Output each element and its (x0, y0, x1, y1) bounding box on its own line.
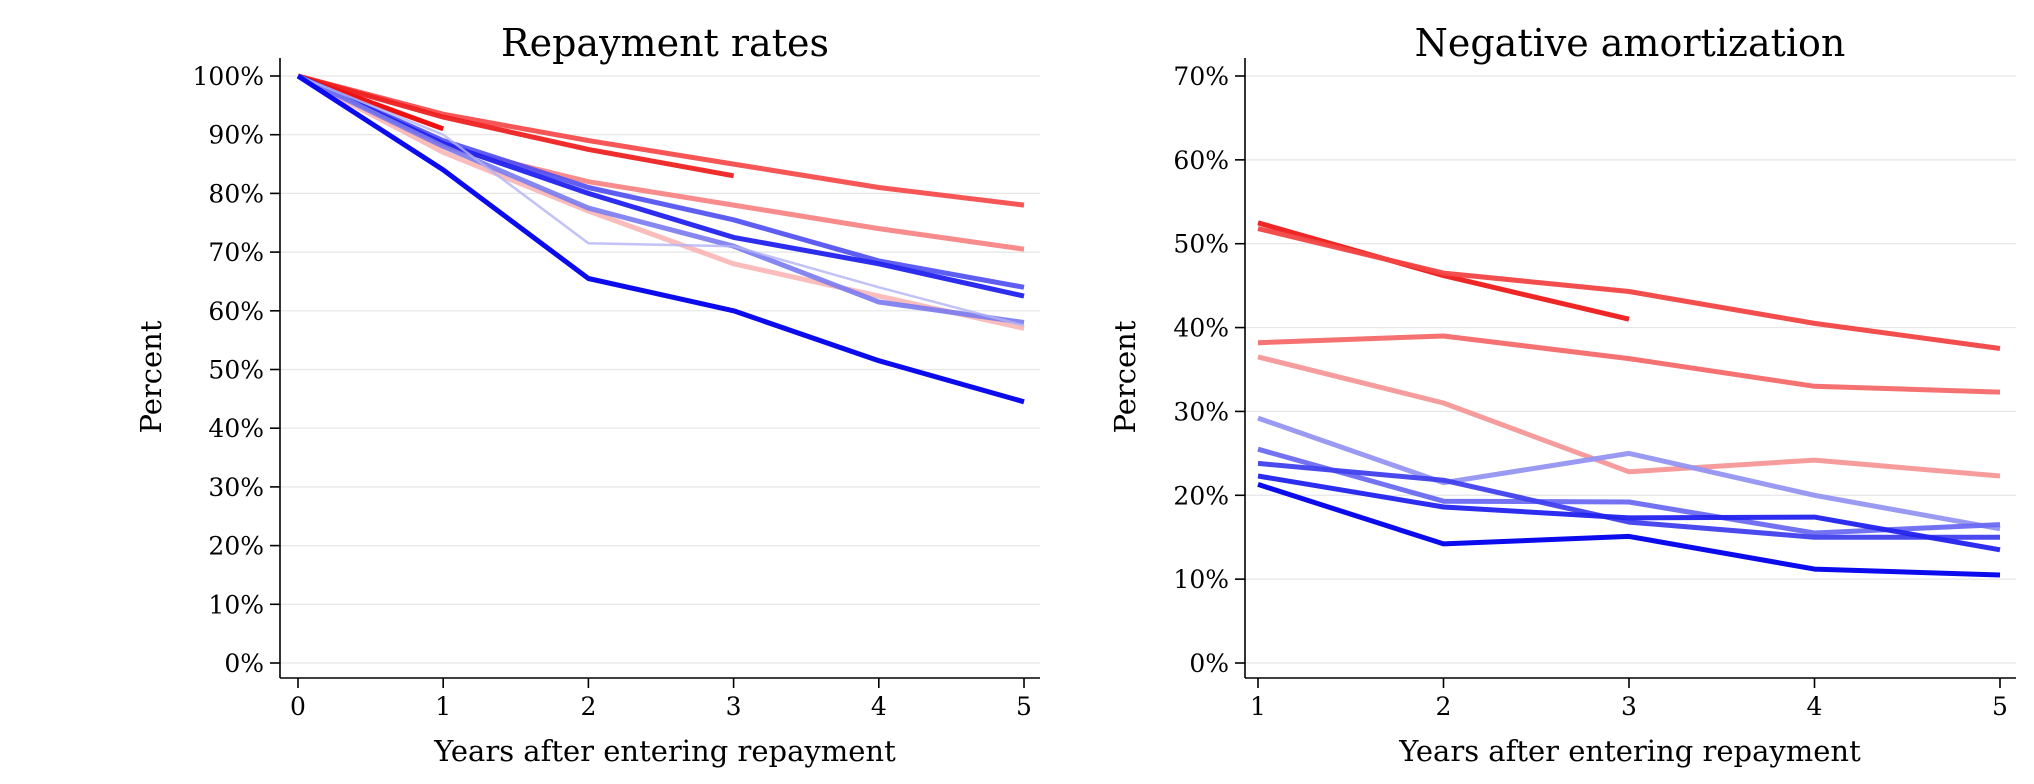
repayment-rates-x-tick-label: 5 (1016, 692, 1032, 721)
repayment-rates-title: Repayment rates (501, 21, 829, 65)
repayment-rates-y-tick-label: 80% (208, 179, 264, 208)
repayment-rates-y-tick-label: 0% (224, 649, 264, 678)
repayment-rates-x-tick-label: 4 (871, 692, 887, 721)
repayment-rates-series-line-8 (296, 73, 1025, 325)
repayment-rates-x-tick-label: 0 (290, 692, 306, 721)
repayment-rates-y-tick-label: 40% (208, 414, 264, 443)
repayment-rates-y-tick-label: 10% (208, 590, 264, 619)
negative-amortization-x-tick-label: 1 (1250, 692, 1266, 721)
negative-amortization-plot: 0% 10% 20% 30% 40% 50% 60% 70% 1 2 3 4 5 (1173, 58, 2016, 721)
negative-amortization-series-line-3 (1257, 333, 2001, 395)
repayment-rates-series-line-10 (296, 73, 1025, 405)
repayment-rates-y-axis-title: Percent (134, 320, 168, 433)
negative-amortization-y-axis-title: Percent (1108, 320, 1142, 433)
repayment-rates-series-line-3 (297, 73, 735, 179)
repayment-rates-y-tick-label: 30% (208, 473, 264, 502)
negative-amortization-y-tick-label: 70% (1173, 62, 1229, 91)
negative-amortization-y-tick-label: 10% (1173, 565, 1229, 594)
negative-amortization-panel: Negative amortization 0% 10% 20% 30% 40% 50% 6… (1108, 21, 2016, 768)
negative-amortization-series-line-4 (1257, 354, 2001, 479)
negative-amortization-series-line-2 (1257, 226, 2001, 351)
repayment-rates-y-tick-label: 20% (208, 532, 264, 561)
negative-amortization-series-line-7 (1257, 460, 2000, 540)
negative-amortization-series-line-8 (1257, 473, 2001, 553)
repayment-rates-y-tick-label: 100% (193, 62, 264, 91)
repayment-rates-series-line-9 (297, 74, 1025, 327)
negative-amortization-title: Negative amortization (1415, 21, 1846, 65)
negative-amortization-y-tick-label: 30% (1173, 397, 1229, 426)
repayment-rates-y-tick-label: 90% (208, 121, 264, 150)
negative-amortization-y-tick-label: 50% (1173, 230, 1229, 259)
negative-amortization-x-axis-title: Years after entering repayment (1398, 734, 1861, 768)
repayment-rates-x-tick-label: 1 (435, 692, 451, 721)
negative-amortization-x-tick-label: 4 (1807, 692, 1823, 721)
repayment-rates-x-tick-label: 3 (726, 692, 742, 721)
negative-amortization-x-tick-label: 5 (1992, 692, 2008, 721)
repayment-rates-y-tick-label: 60% (208, 297, 264, 326)
negative-amortization-x-tick-label: 3 (1621, 692, 1637, 721)
repayment-rates-series-line-5 (296, 73, 1025, 331)
negative-amortization-series-line-5 (1257, 415, 2001, 532)
repayment-rates-x-tick-label: 2 (580, 692, 596, 721)
negative-amortization-y-tick-label: 60% (1173, 146, 1229, 175)
negative-amortization-y-tick-label: 40% (1173, 314, 1229, 343)
negative-amortization-y-tick-label: 20% (1173, 481, 1229, 510)
repayment-rates-y-tick-label: 50% (208, 356, 264, 385)
repayment-rates-panel: Repayment rates 0% 10% 20% 30% 40% 50% 60% 70% 8… (134, 21, 1040, 768)
negative-amortization-x-tick-label: 2 (1436, 692, 1452, 721)
negative-amortization-series-line-9 (1257, 482, 2001, 578)
negative-amortization-y-tick-label: 0% (1189, 649, 1229, 678)
repayment-rates-plot: 0% 10% 20% 30% 40% 50% 60% 70% 80% 90% 100% 0 1 2 3 4 5 (193, 58, 1040, 721)
repayment-rates-y-tick-label: 70% (208, 238, 264, 267)
repayment-rates-x-axis-title: Years after entering repayment (433, 734, 896, 768)
